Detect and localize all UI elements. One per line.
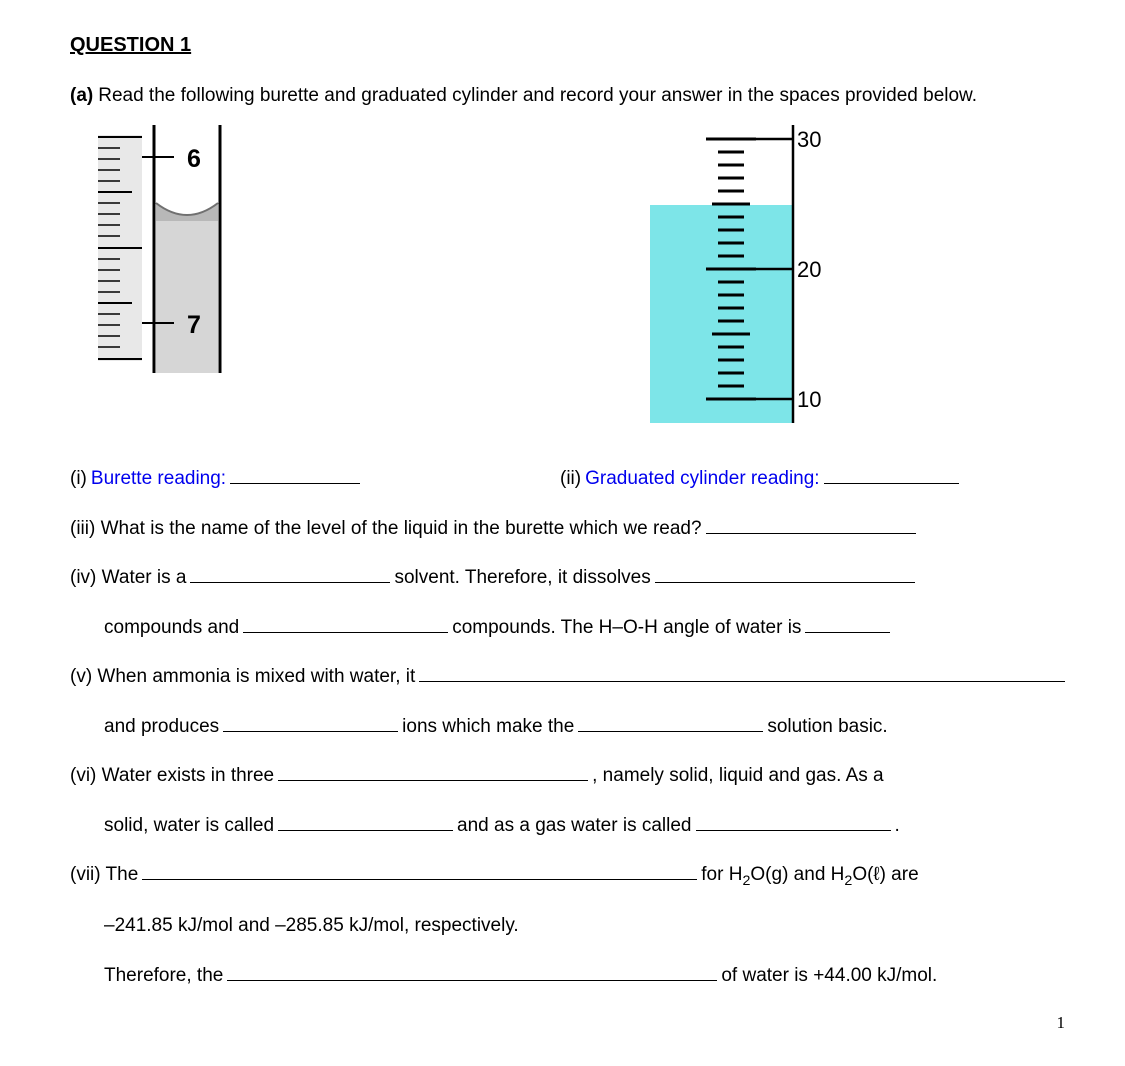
blank-i[interactable] bbox=[230, 465, 360, 485]
blank-iii[interactable] bbox=[706, 514, 916, 534]
cyl-label-20: 20 bbox=[797, 257, 821, 282]
blank-v-2[interactable] bbox=[223, 712, 398, 732]
q-v-b: and produces bbox=[104, 713, 219, 742]
q-i-label: (i) bbox=[70, 465, 87, 494]
row-i-ii: (i) Burette reading: (ii) Graduated cyli… bbox=[70, 465, 1065, 494]
page-number: 1 bbox=[70, 1010, 1065, 1036]
row-iv-2: compounds and compounds. The H–O-H angle… bbox=[104, 613, 1065, 642]
q-vi-a: (vi) Water exists in three bbox=[70, 762, 274, 791]
blank-ii[interactable] bbox=[824, 465, 959, 485]
q-iv-d: compounds. The H–O-H angle of water is bbox=[452, 614, 801, 643]
intro-marker: (a) bbox=[70, 82, 93, 111]
q-ii-text: Graduated cylinder reading: bbox=[585, 465, 819, 494]
question-heading: QUESTION 1 bbox=[70, 30, 1065, 60]
q-vi-d: and as a gas water is called bbox=[457, 812, 691, 841]
q-iv-c: compounds and bbox=[104, 614, 239, 643]
intro-text: Read the following burette and graduated… bbox=[98, 82, 977, 111]
blank-iv-3[interactable] bbox=[243, 613, 448, 633]
row-iii: (iii) What is the name of the level of t… bbox=[70, 514, 1065, 543]
q-i-text: Burette reading: bbox=[91, 465, 226, 494]
row-vii-1: (vii) The for H2O(g) and H2O(ℓ) are bbox=[70, 860, 1065, 892]
cyl-label-30: 30 bbox=[797, 127, 821, 152]
q-v-a: (v) When ammonia is mixed with water, it bbox=[70, 663, 415, 692]
q-ii-label: (ii) bbox=[560, 465, 581, 494]
q-iv-a: (iv) Water is a bbox=[70, 564, 186, 593]
q-vii-c: –241.85 kJ/mol and –285.85 kJ/mol, respe… bbox=[104, 912, 519, 941]
blank-v-1[interactable] bbox=[419, 662, 1065, 682]
blank-vi-3[interactable] bbox=[696, 811, 891, 831]
q-v-d: solution basic. bbox=[767, 713, 887, 742]
q-vi-e: . bbox=[895, 812, 900, 841]
blank-iv-4[interactable] bbox=[805, 613, 890, 633]
cylinder-diagram: 30 20 10 bbox=[650, 125, 830, 425]
q-vii-b: for H2O(g) and H2O(ℓ) are bbox=[701, 861, 918, 892]
row-vii-3: Therefore, the of water is +44.00 kJ/mol… bbox=[104, 961, 1065, 990]
row-iv-1: (iv) Water is a solvent. Therefore, it d… bbox=[70, 563, 1065, 592]
q-vii-e: of water is +44.00 kJ/mol. bbox=[721, 962, 937, 991]
row-vi-2: solid, water is called and as a gas wate… bbox=[104, 811, 1065, 840]
q-iv-b: solvent. Therefore, it dissolves bbox=[394, 564, 650, 593]
q-iii: (iii) What is the name of the level of t… bbox=[70, 515, 702, 544]
row-v-2: and produces ions which make the solutio… bbox=[104, 712, 1065, 741]
blank-vi-2[interactable] bbox=[278, 811, 453, 831]
blank-v-3[interactable] bbox=[578, 712, 763, 732]
blank-vii-2[interactable] bbox=[227, 961, 717, 981]
cyl-label-10: 10 bbox=[797, 387, 821, 412]
diagram-row: 6 7 bbox=[90, 125, 1065, 425]
row-vi-1: (vi) Water exists in three , namely soli… bbox=[70, 761, 1065, 790]
blank-iv-2[interactable] bbox=[655, 563, 915, 583]
burette-label-7: 7 bbox=[187, 311, 201, 339]
q-v-c: ions which make the bbox=[402, 713, 574, 742]
burette-label-6: 6 bbox=[187, 145, 201, 173]
q-vii-a: (vii) The bbox=[70, 861, 138, 890]
blank-vii-1[interactable] bbox=[142, 860, 697, 880]
q-vii-d: Therefore, the bbox=[104, 962, 223, 991]
burette-diagram: 6 7 bbox=[90, 125, 230, 375]
q-vi-b: , namely solid, liquid and gas. As a bbox=[592, 762, 884, 791]
blank-iv-1[interactable] bbox=[190, 563, 390, 583]
row-vii-2: –241.85 kJ/mol and –285.85 kJ/mol, respe… bbox=[104, 912, 1065, 941]
blank-vi-1[interactable] bbox=[278, 761, 588, 781]
intro-block: (a) Read the following burette and gradu… bbox=[70, 82, 1065, 111]
row-v-1: (v) When ammonia is mixed with water, it bbox=[70, 662, 1065, 691]
q-vi-c: solid, water is called bbox=[104, 812, 274, 841]
